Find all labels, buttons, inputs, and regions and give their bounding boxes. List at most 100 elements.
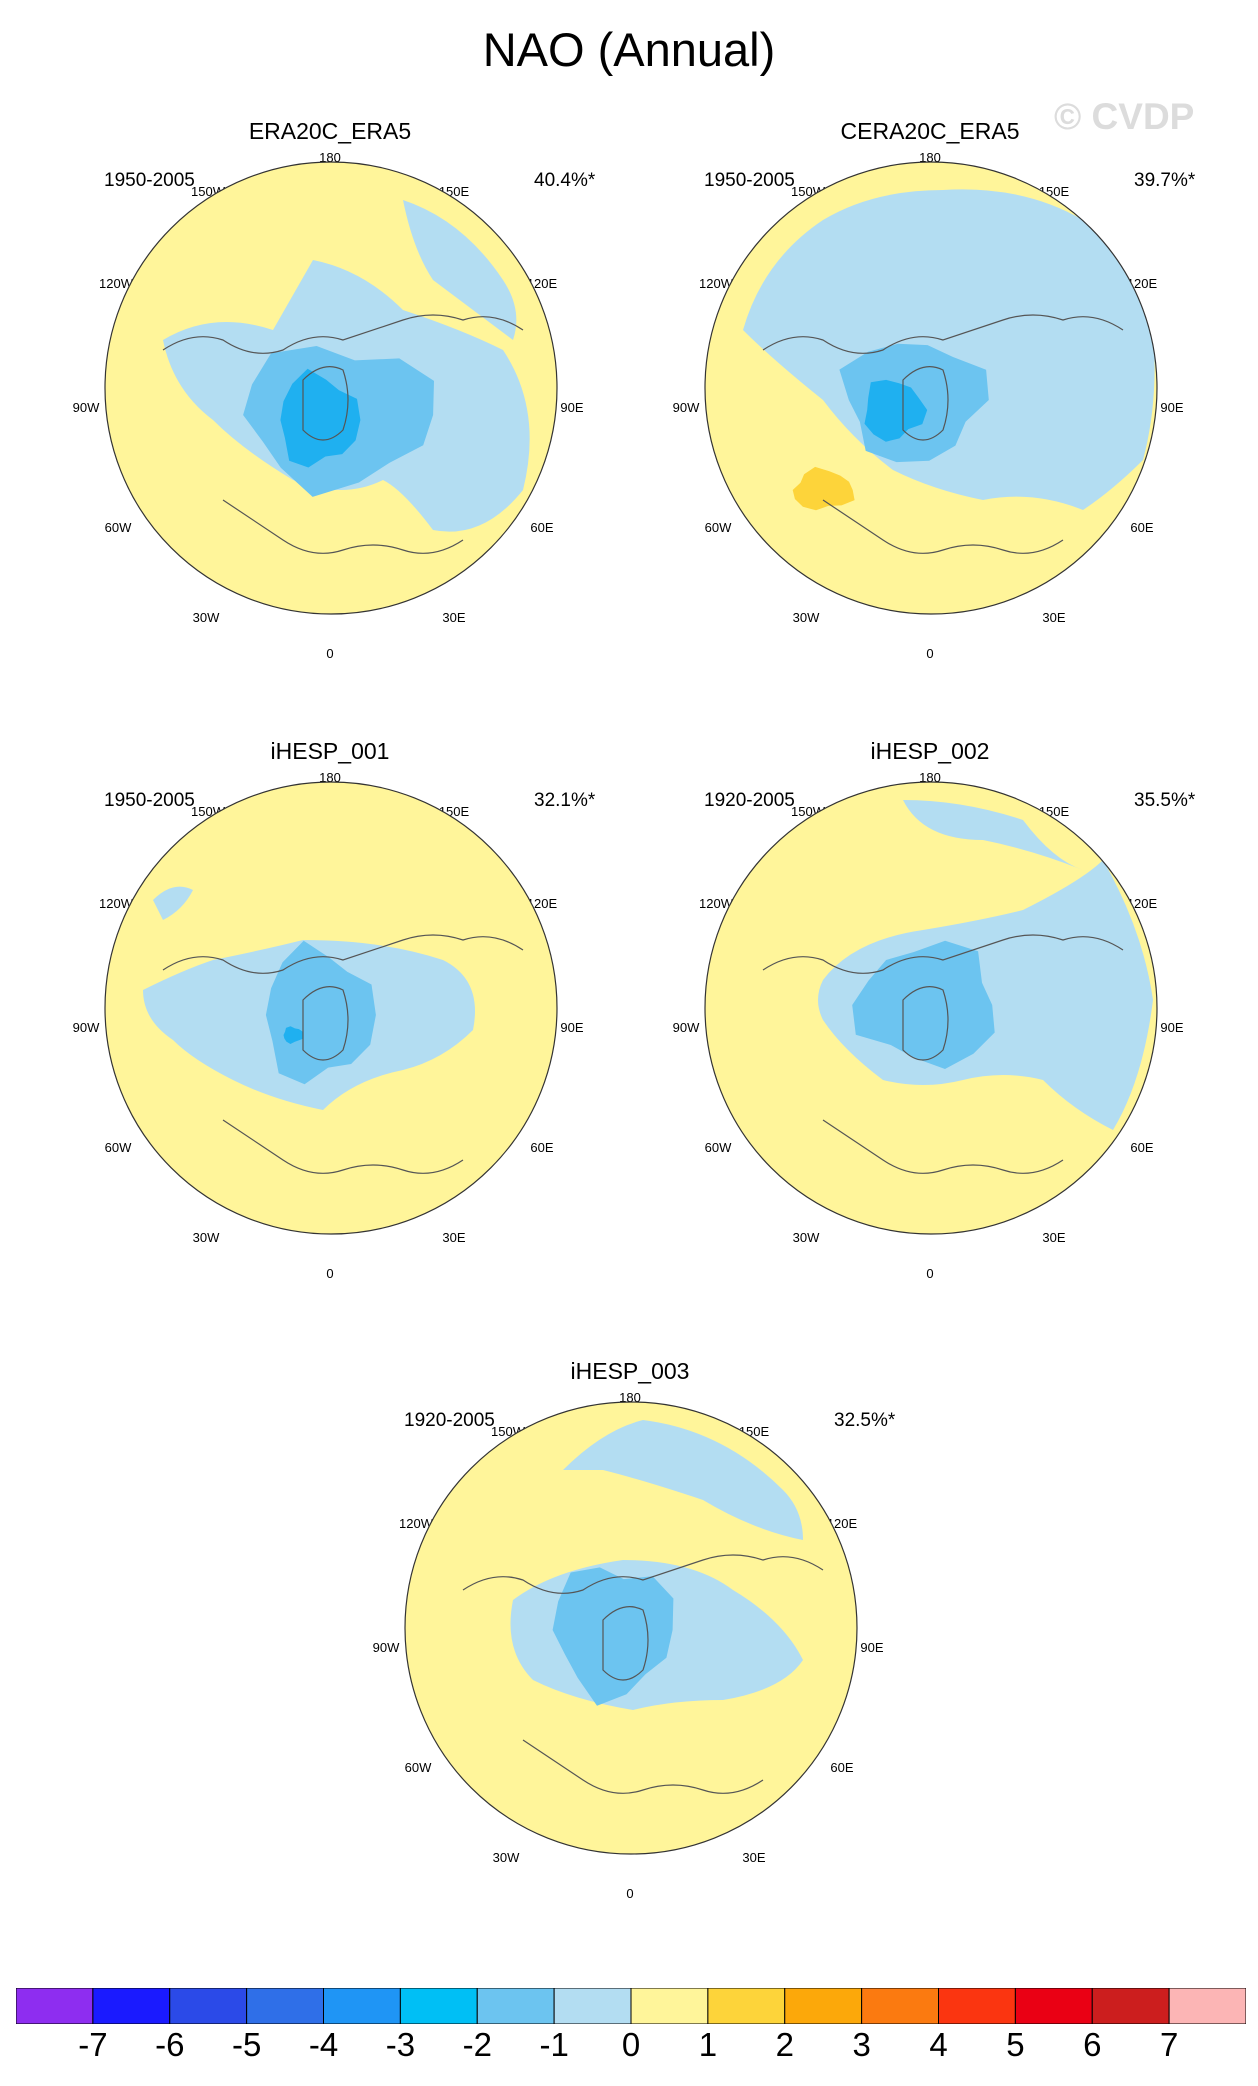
longitude-label-30w: 30W: [492, 1850, 520, 1865]
colorbar: [16, 1988, 1246, 2024]
greenland-outline: [602, 1606, 649, 1681]
polar-map: [704, 781, 1158, 1235]
colorbar-tick-label: 1: [698, 2026, 718, 2063]
map-panel-4: iHESP_002 1920-2005 35.5%* 180 150W 150E 12…: [630, 738, 1230, 1298]
longitude-label-0: 0: [926, 1266, 934, 1281]
panel-title: iHESP_001: [270, 738, 390, 764]
colorbar-swatch: [92, 1988, 171, 2024]
longitude-label-90e: 90E: [860, 1640, 884, 1655]
colorbar-swatch: [169, 1988, 248, 2024]
colorbar-swatch: [16, 1988, 94, 2024]
longitude-label-60e: 60E: [530, 1140, 554, 1155]
longitude-label-30e: 30E: [1042, 1230, 1066, 1245]
polar-map: [704, 161, 1158, 615]
longitude-label-0: 0: [926, 646, 934, 661]
longitude-label-60e: 60E: [830, 1760, 854, 1775]
panel-variance-pct: 32.1%*: [534, 790, 596, 811]
colorbar-tick-label: 2: [775, 2026, 794, 2063]
coastline: [822, 499, 1064, 554]
longitude-label-180: 180: [319, 770, 341, 785]
polar-map: [104, 781, 558, 1235]
panel-variance-pct: 39.7%*: [1134, 170, 1196, 191]
longitude-label-60w: 60W: [704, 1140, 732, 1155]
coastline: [822, 1119, 1064, 1174]
longitude-label-60e: 60E: [530, 520, 554, 535]
coastline: [762, 314, 1124, 354]
colorbar-swatch: [323, 1988, 401, 2024]
coastline: [462, 1554, 824, 1594]
map-border: [104, 161, 558, 615]
colorbar-tick-label: -3: [385, 2026, 416, 2063]
colorbar-tick-label: -4: [308, 2026, 339, 2063]
longitude-label-60e: 60E: [1130, 520, 1154, 535]
figure-title: NAO (Annual): [482, 23, 776, 76]
longitude-label-30e: 30E: [442, 1230, 466, 1245]
colorbar-tick-label: 4: [929, 2026, 948, 2063]
map-panel-5: iHESP_003 1920-2005 32.5%* 180 150W 150E 12…: [330, 1358, 930, 1918]
colorbar-tick-label: -7: [78, 2026, 108, 2063]
panel-variance-pct: 40.4%*: [534, 170, 596, 191]
longitude-label-90e: 90E: [1160, 400, 1184, 415]
longitude-label-60e: 60E: [1130, 1140, 1154, 1155]
coastline: [162, 314, 524, 354]
colorbar-swatch: [553, 1988, 632, 2024]
colorbar-swatch: [246, 1988, 325, 2024]
colorbar-tick-label: 6: [1083, 2026, 1102, 2063]
longitude-label-90w: 90W: [72, 400, 100, 415]
colorbar-tick-label: -6: [155, 2026, 185, 2063]
colorbar-tick-label: 0: [621, 2026, 641, 2063]
longitude-label-180: 180: [919, 770, 941, 785]
panel-period: 1950-2005: [104, 170, 195, 191]
longitude-label-30e: 30E: [1042, 610, 1066, 625]
map-border: [704, 781, 1158, 1235]
longitude-label-120w: 120W: [99, 896, 133, 911]
colorbar-swatch: [861, 1988, 940, 2024]
polar-map: [404, 1401, 858, 1855]
colorbar-swatch: [1168, 1988, 1246, 2024]
longitude-label-120e: 120E: [826, 1516, 858, 1531]
longitude-label-0: 0: [326, 1266, 334, 1281]
anomaly-field: [105, 162, 557, 614]
greenland-outline: [302, 366, 349, 441]
greenland-outline: [902, 366, 949, 441]
colorbar-tick-label: 3: [852, 2026, 871, 2063]
map-panel-1: ERA20C_ERA5 1950-2005 40.4%* 180 150W 150E…: [30, 118, 630, 678]
longitude-label-30w: 30W: [792, 610, 820, 625]
longitude-label-120e: 120E: [1126, 276, 1158, 291]
panel-variance-pct: 32.5%*: [834, 1410, 896, 1431]
longitude-label-90w: 90W: [72, 1020, 100, 1035]
colorbar-swatch: [630, 1988, 709, 2024]
longitude-label-180: 180: [319, 150, 341, 165]
longitude-label-60w: 60W: [704, 520, 732, 535]
anomaly-field: [405, 1402, 857, 1854]
longitude-label-90e: 90E: [560, 400, 584, 415]
map-border: [704, 161, 1158, 615]
panel-period: 1920-2005: [704, 790, 795, 811]
coastline: [162, 934, 524, 974]
longitude-label-0: 0: [626, 1886, 634, 1901]
panel-period: 1950-2005: [104, 790, 195, 811]
colorbar-tick-label: -1: [539, 2026, 569, 2063]
cvdp-watermark: © CVDP: [1054, 96, 1195, 137]
coastline: [522, 1739, 764, 1794]
colorbar-tick-label: 7: [1159, 2026, 1179, 2063]
longitude-label-120w: 120W: [699, 276, 733, 291]
longitude-label-30w: 30W: [792, 1230, 820, 1245]
map-panel-2: CERA20C_ERA5 1950-2005 39.7%* 180 150W 150…: [630, 118, 1230, 678]
longitude-label-30w: 30W: [192, 610, 220, 625]
greenland-outline: [902, 986, 949, 1061]
panel-variance-pct: 35.5%*: [1134, 790, 1196, 811]
panel-title: CERA20C_ERA5: [840, 118, 1020, 144]
coastline: [222, 499, 464, 554]
greenland-outline: [302, 986, 349, 1061]
longitude-label-120w: 120W: [399, 1516, 433, 1531]
longitude-label-30w: 30W: [192, 1230, 220, 1245]
colorbar-swatch: [1014, 1988, 1093, 2024]
longitude-label-30e: 30E: [442, 610, 466, 625]
polar-map: [104, 161, 558, 615]
longitude-label-90e: 90E: [560, 1020, 584, 1035]
anomaly-field: [705, 782, 1157, 1234]
longitude-label-0: 0: [326, 646, 334, 661]
longitude-label-120e: 120E: [1126, 896, 1158, 911]
anomaly-field: [105, 782, 557, 1234]
